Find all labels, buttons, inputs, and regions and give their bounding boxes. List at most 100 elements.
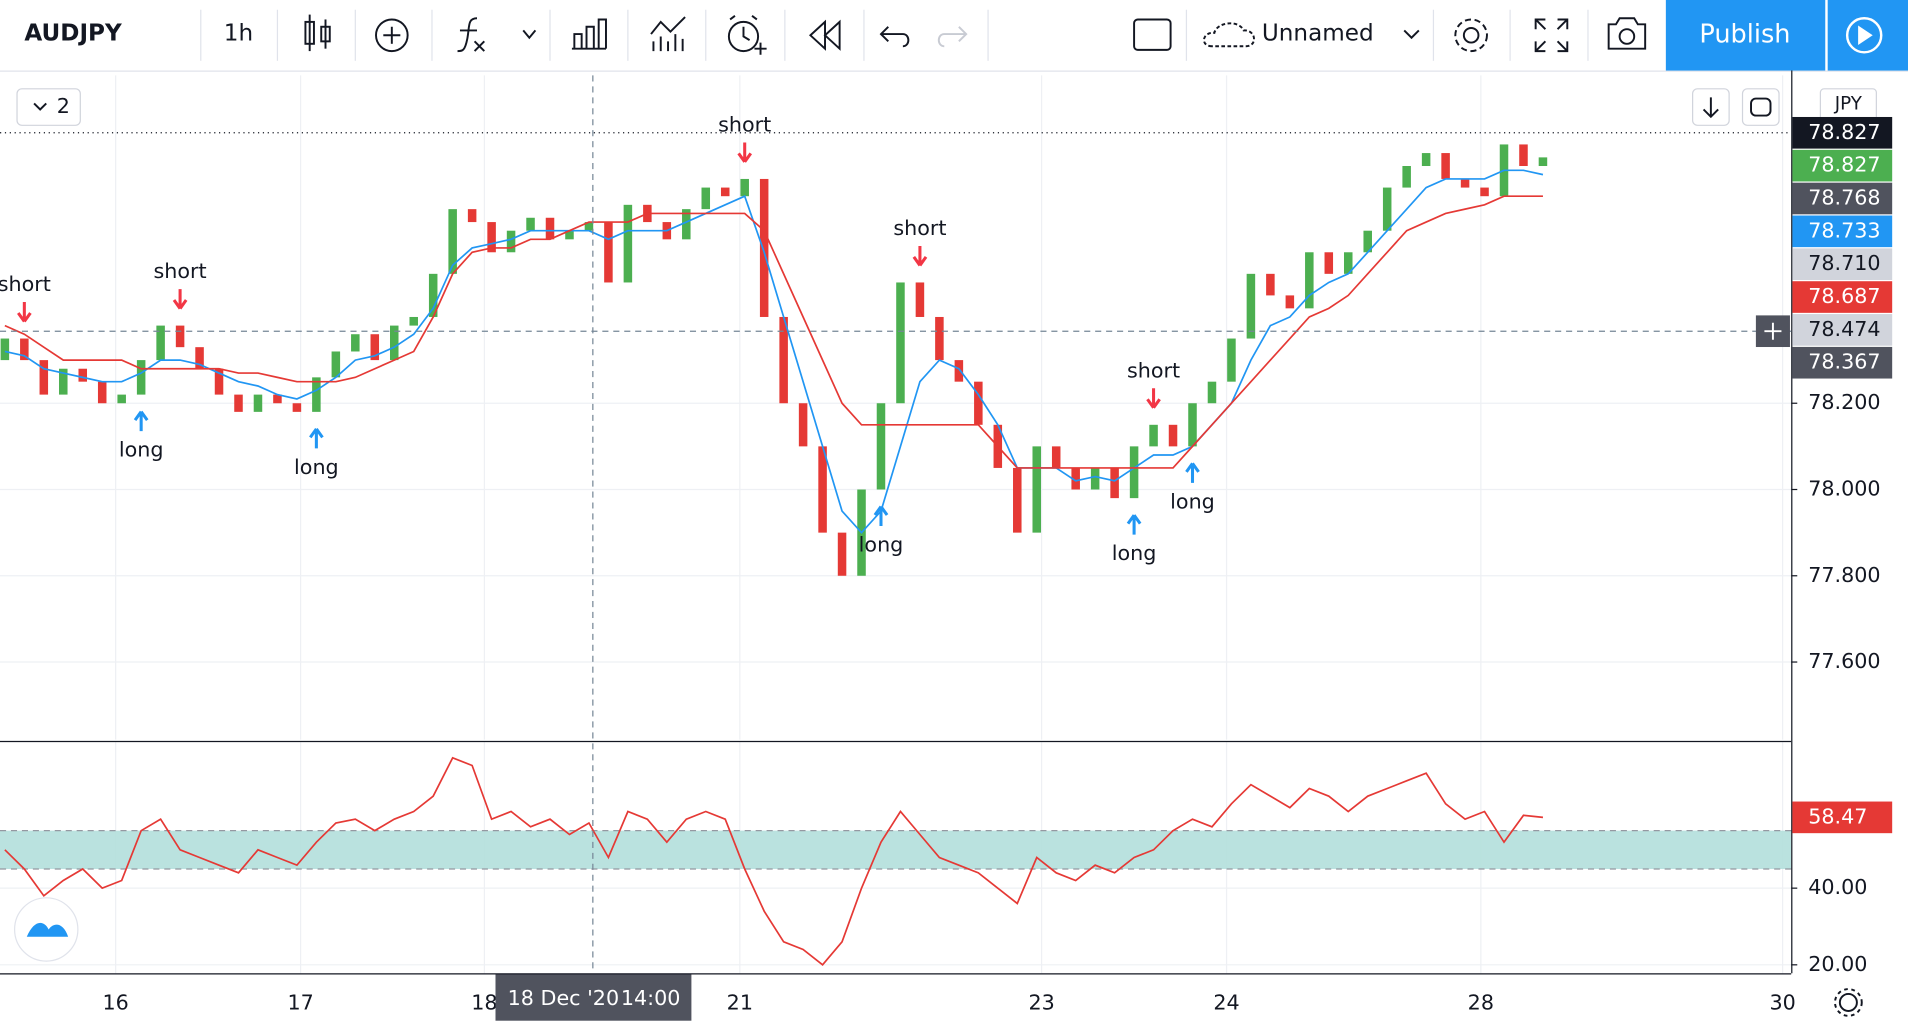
candle-body	[1246, 273, 1256, 339]
price-label: 78.687	[1808, 284, 1880, 308]
snapshot-button[interactable]	[1607, 17, 1647, 50]
y-tick-label: 77.600	[1808, 649, 1880, 673]
rsi-value-bg	[1792, 801, 1893, 834]
candle-body	[798, 403, 808, 447]
candle-body	[837, 532, 847, 576]
candle-body	[1090, 467, 1100, 490]
undo-button[interactable]	[879, 26, 910, 48]
candle-body	[175, 325, 185, 348]
candle-body	[759, 178, 769, 317]
signal-label: long	[294, 455, 339, 479]
candle-body	[351, 334, 360, 352]
publish-label[interactable]: Publish	[1699, 19, 1790, 49]
candle-body	[1538, 157, 1548, 167]
fullscreen-button[interactable]	[1534, 18, 1569, 53]
chart-type-button[interactable]	[304, 14, 331, 52]
candle-body	[954, 360, 964, 382]
redo-button[interactable]	[937, 26, 968, 48]
price-label: 78.827	[1808, 153, 1880, 177]
candle-body	[487, 222, 496, 253]
layout-menu[interactable]: Unnamed	[1203, 21, 1420, 48]
candle-body	[1324, 252, 1334, 274]
candle-body	[448, 209, 457, 274]
x-tick-label: 18	[471, 991, 497, 1015]
rsi-value-label: 58.47	[1808, 804, 1867, 828]
candle-body	[156, 325, 165, 361]
indicators-button[interactable]	[457, 17, 537, 53]
signal-label: short	[154, 259, 207, 283]
candle-body	[506, 230, 516, 253]
indicator-line	[4, 195, 1543, 469]
alert-button[interactable]	[727, 15, 767, 55]
candle-body	[720, 187, 730, 197]
toolbar: AUDJPY 1h Unnamed Publish	[0, 0, 1908, 72]
compare-button[interactable]	[375, 18, 409, 53]
currency[interactable]: JPY	[1834, 94, 1863, 115]
short-arrow	[737, 142, 753, 163]
candle-body	[545, 217, 555, 240]
signal-label: long	[1112, 541, 1157, 565]
signal-label: long	[859, 532, 904, 556]
y-tick-label: 78.000	[1808, 477, 1880, 501]
legend-count[interactable]: 2	[57, 94, 70, 118]
candle-body	[331, 351, 341, 378]
layout-name[interactable]: Unnamed	[1262, 21, 1374, 47]
currency-button[interactable]: JPY	[1819, 88, 1877, 122]
candle-body	[467, 209, 477, 223]
settings-button[interactable]	[1454, 18, 1488, 53]
price-label-bg	[1792, 215, 1893, 248]
candle-body	[565, 230, 574, 240]
publish-button[interactable]: Publish	[1665, 0, 1826, 71]
rsi-pane	[0, 742, 1792, 974]
x-tick-label: 24	[1213, 991, 1239, 1015]
candle-body	[682, 209, 691, 240]
candle-body	[1421, 153, 1431, 167]
logo[interactable]	[13, 897, 79, 962]
interval[interactable]: 1h	[224, 21, 253, 47]
price-label: 78.474	[1808, 317, 1880, 341]
candle-body	[740, 178, 749, 197]
rsi-line	[4, 756, 1544, 966]
templates-button[interactable]	[650, 16, 686, 52]
signal-label: long	[119, 438, 164, 462]
short-arrow	[172, 289, 188, 310]
candle-body	[312, 377, 321, 412]
candle-body	[876, 403, 886, 490]
scroll-to-end-button[interactable]	[1692, 88, 1730, 126]
candle-body	[701, 187, 711, 210]
candle-body	[59, 368, 68, 395]
y-tick-label: 78.200	[1808, 390, 1880, 414]
y-tick-label: 20.00	[1808, 952, 1867, 976]
candle-body	[214, 368, 224, 395]
candle-body	[409, 316, 418, 326]
crosshair-plus	[1764, 322, 1782, 340]
legend-toggle[interactable]: 2	[16, 88, 81, 126]
replay-button[interactable]	[808, 19, 841, 51]
price-label-bg	[1792, 314, 1893, 346]
signal-label: long	[1170, 489, 1215, 513]
financials-button[interactable]	[571, 18, 607, 50]
time-axis-settings[interactable]	[1834, 988, 1863, 1017]
reset-scale-button[interactable]	[1741, 88, 1780, 126]
price-label: 78.367	[1808, 350, 1880, 374]
long-arrow	[1185, 462, 1200, 483]
candle-body	[526, 217, 535, 231]
indicator-line	[4, 169, 1544, 534]
stream-button[interactable]	[1827, 0, 1908, 71]
x-tick-label: 21	[727, 991, 753, 1015]
short-arrow	[17, 302, 32, 323]
short-arrow	[1146, 388, 1161, 409]
symbol[interactable]: AUDJPY	[24, 21, 122, 47]
candle-body	[1285, 295, 1295, 309]
price-label: 78.768	[1808, 185, 1880, 209]
candle-body	[39, 360, 49, 395]
price-label-bg	[1792, 281, 1893, 313]
candle-body	[1129, 446, 1139, 499]
fullscreen-layout-button[interactable]	[1133, 18, 1172, 51]
long-arrow	[873, 505, 889, 527]
y-tick-label: 40.00	[1808, 875, 1867, 899]
candle-body	[292, 403, 302, 412]
candle-body	[974, 381, 983, 425]
